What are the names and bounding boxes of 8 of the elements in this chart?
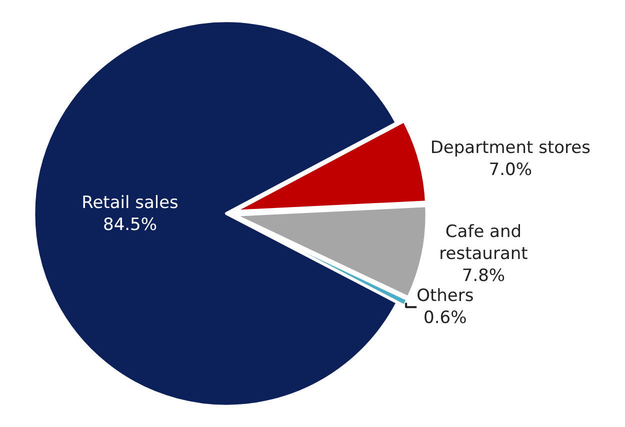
data-label: 84.5% [103, 214, 158, 235]
data-label: 0.6% [424, 308, 467, 328]
slice-label: Others [416, 286, 474, 306]
slice-label: Department stores [430, 138, 591, 158]
slice-label: Retail sales [82, 192, 179, 213]
data-label: 7.0% [488, 160, 532, 180]
data-label: 7.8% [462, 266, 506, 286]
slice-label: Cafe and restaurant [439, 222, 528, 264]
